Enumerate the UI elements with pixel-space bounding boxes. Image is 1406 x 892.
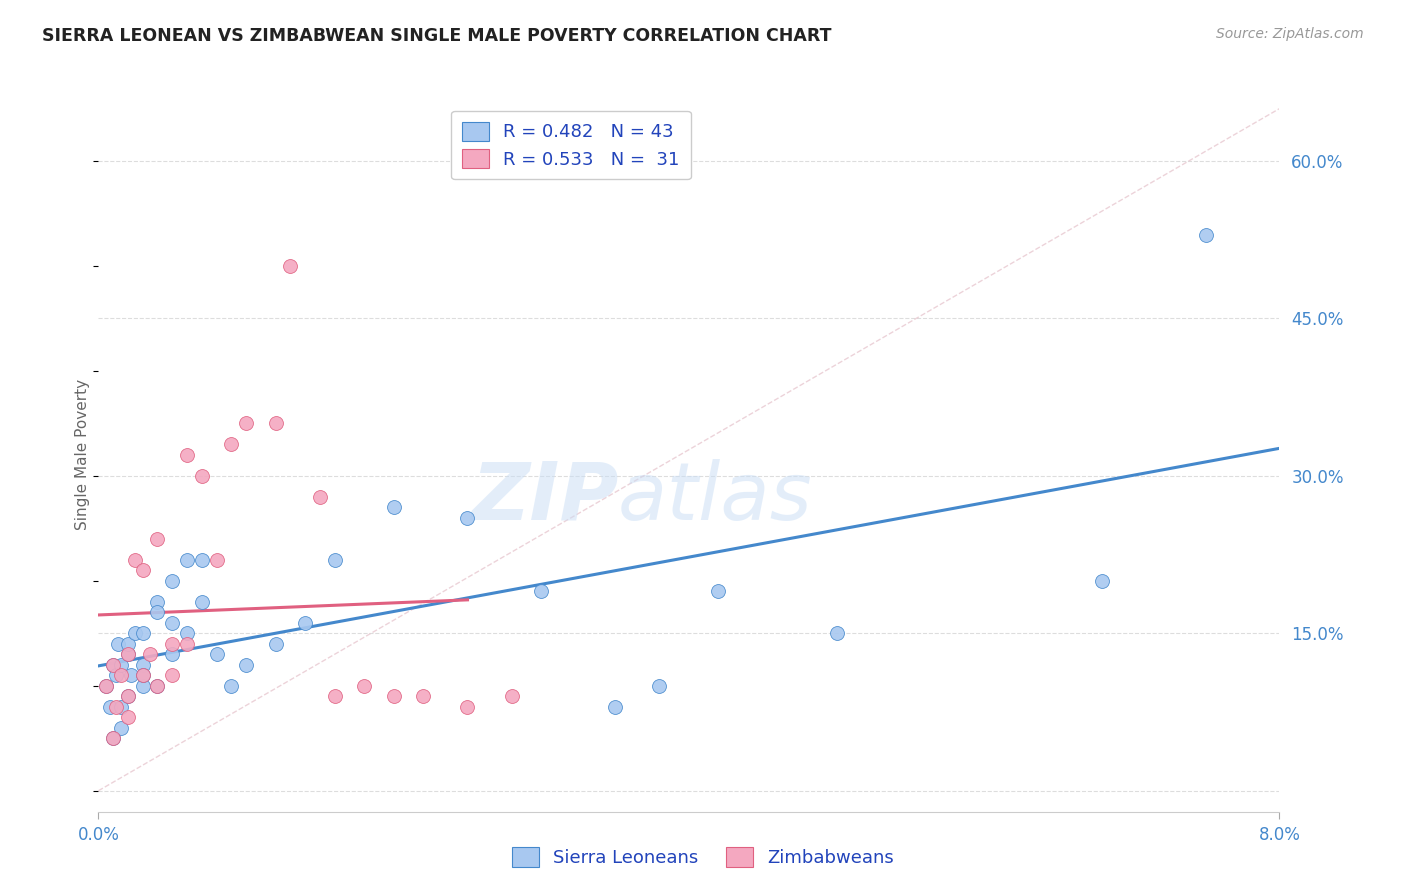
Point <box>110 657 132 672</box>
Point <box>264 417 287 431</box>
Point <box>117 690 139 704</box>
Point <box>103 731 125 746</box>
Point <box>456 511 478 525</box>
Point <box>94 679 117 693</box>
Point <box>94 679 117 693</box>
Point <box>176 448 198 462</box>
Point <box>117 690 139 704</box>
Point <box>110 668 132 682</box>
Point <box>162 648 183 662</box>
Point <box>219 437 242 451</box>
Point <box>132 657 155 672</box>
Point <box>103 657 125 672</box>
Legend: R = 0.482   N = 43, R = 0.533   N =  31: R = 0.482 N = 43, R = 0.533 N = 31 <box>451 111 690 179</box>
Point <box>235 657 257 672</box>
Point <box>191 469 214 483</box>
Point <box>605 699 627 714</box>
Point <box>132 626 155 640</box>
Point <box>191 595 214 609</box>
Point <box>456 699 478 714</box>
Point <box>176 637 198 651</box>
Point <box>107 637 129 651</box>
Point <box>176 626 198 640</box>
Point <box>110 721 132 735</box>
Point <box>235 417 257 431</box>
Point <box>124 626 146 640</box>
Point <box>146 595 169 609</box>
Point <box>132 679 155 693</box>
Point <box>176 553 198 567</box>
Point <box>264 637 287 651</box>
Point <box>132 668 155 682</box>
Text: Source: ZipAtlas.com: Source: ZipAtlas.com <box>1216 27 1364 41</box>
Point <box>278 259 302 273</box>
Point <box>308 490 332 504</box>
Point <box>323 553 346 567</box>
Point <box>323 690 346 704</box>
Point <box>117 648 139 662</box>
Point <box>132 563 155 577</box>
Point <box>530 584 553 599</box>
Point <box>105 668 128 682</box>
Point <box>103 731 125 746</box>
Y-axis label: Single Male Poverty: Single Male Poverty <box>75 379 90 531</box>
Point <box>98 699 121 714</box>
Point <box>105 699 128 714</box>
Point <box>382 500 405 515</box>
Point <box>825 626 848 640</box>
Point <box>205 553 228 567</box>
Point <box>162 615 183 630</box>
Point <box>117 648 139 662</box>
Legend: Sierra Leoneans, Zimbabweans: Sierra Leoneans, Zimbabweans <box>505 839 901 874</box>
Point <box>501 690 523 704</box>
Point <box>382 690 405 704</box>
Point <box>146 532 169 546</box>
Point <box>1194 227 1216 242</box>
Point <box>162 574 183 588</box>
Point <box>124 553 146 567</box>
Point <box>1091 574 1114 588</box>
Point <box>139 648 162 662</box>
Point <box>146 605 169 619</box>
Text: SIERRA LEONEAN VS ZIMBABWEAN SINGLE MALE POVERTY CORRELATION CHART: SIERRA LEONEAN VS ZIMBABWEAN SINGLE MALE… <box>42 27 832 45</box>
Text: atlas: atlas <box>619 458 813 537</box>
Point <box>707 584 730 599</box>
Point <box>110 699 132 714</box>
Point <box>146 679 169 693</box>
Point <box>205 648 228 662</box>
Point <box>103 657 125 672</box>
Point <box>117 710 139 724</box>
Point <box>353 679 375 693</box>
Point <box>162 637 183 651</box>
Point <box>132 668 155 682</box>
Point <box>412 690 434 704</box>
Point <box>146 679 169 693</box>
Point <box>120 668 142 682</box>
Point <box>219 679 242 693</box>
Point <box>162 668 183 682</box>
Point <box>294 615 316 630</box>
Point <box>117 637 139 651</box>
Point <box>648 679 671 693</box>
Text: ZIP: ZIP <box>471 458 619 537</box>
Point <box>191 553 214 567</box>
